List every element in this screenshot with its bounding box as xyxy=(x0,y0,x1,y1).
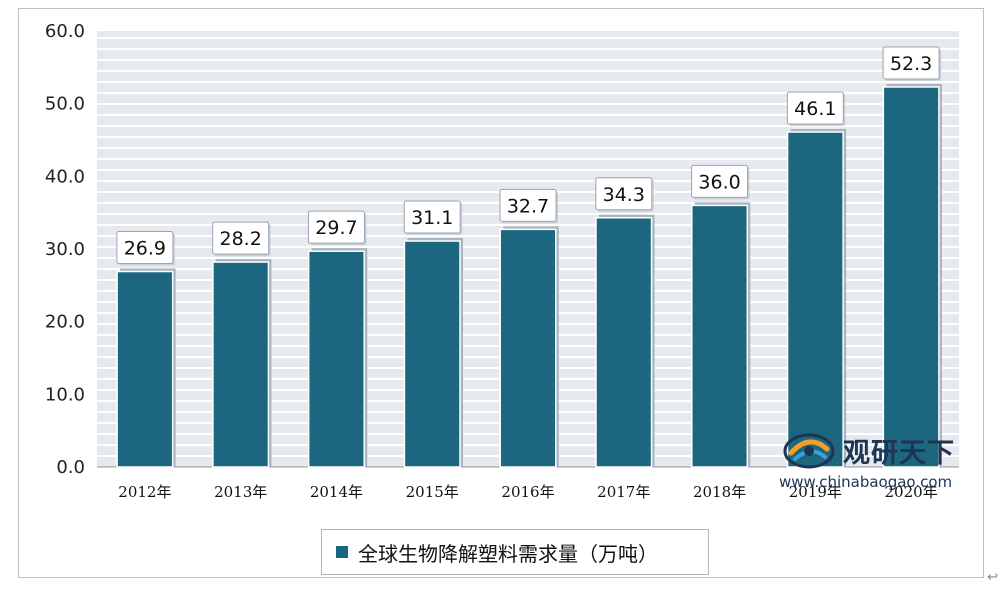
y-tick-label: 10.0 xyxy=(45,384,85,405)
return-arrow-icon: ↩ xyxy=(987,570,998,585)
data-label: 36.0 xyxy=(698,171,740,193)
y-tick-label: 0.0 xyxy=(56,457,85,478)
data-label: 31.1 xyxy=(411,207,453,229)
legend-swatch xyxy=(336,546,348,558)
bar xyxy=(499,228,557,468)
bar xyxy=(212,261,270,468)
bar xyxy=(307,250,365,468)
watermark-url: www.chinabaogao.com xyxy=(779,473,953,491)
chart-frame: 0.0 10.0 20.0 30.0 40.0 50.0 60.0 26.9 2012年 28.2… xyxy=(18,8,984,578)
x-tick-label: 2019年 xyxy=(789,483,842,501)
data-label-box xyxy=(595,177,653,211)
bar-chart: 0.0 10.0 20.0 30.0 40.0 50.0 60.0 26.9 2012年 28.2… xyxy=(45,21,959,501)
watermark-brand: 观研天下 xyxy=(843,438,955,469)
y-tick-label: 40.0 xyxy=(45,166,85,187)
data-label-box xyxy=(307,210,365,244)
data-label: 28.2 xyxy=(220,228,262,250)
bar xyxy=(595,217,653,468)
x-tick-label: 2018年 xyxy=(693,483,746,501)
watermark-logo-icon xyxy=(783,433,835,469)
legend-label: 全球生物降解塑料需求量（万吨） xyxy=(358,541,658,566)
watermark: 观研天下 www.chinabaogao.com xyxy=(777,429,987,495)
data-label: 34.3 xyxy=(603,184,645,206)
data-label: 32.7 xyxy=(507,195,549,217)
data-label: 29.7 xyxy=(315,217,357,239)
y-tick-label: 30.0 xyxy=(45,239,85,260)
bar xyxy=(882,86,940,468)
bar xyxy=(786,131,844,468)
data-label: 46.1 xyxy=(794,98,836,120)
y-tick-label: 60.0 xyxy=(45,21,85,42)
data-label-box xyxy=(212,221,270,255)
x-tick-label: 2016年 xyxy=(501,483,554,501)
y-tick-label: 50.0 xyxy=(45,94,85,115)
data-label-box xyxy=(116,231,174,265)
data-label-box xyxy=(786,91,844,125)
x-tick-label: 2020年 xyxy=(885,483,938,501)
bar xyxy=(691,204,749,468)
bar xyxy=(116,270,174,468)
x-tick-label: 2017年 xyxy=(597,483,650,501)
x-tick-label: 2014年 xyxy=(310,483,363,501)
bar xyxy=(403,240,461,468)
x-tick-label: 2015年 xyxy=(406,483,459,501)
y-tick-label: 20.0 xyxy=(45,312,85,333)
data-label-box xyxy=(882,46,940,80)
data-label-box xyxy=(499,188,557,222)
data-label-box xyxy=(403,200,461,234)
legend: 全球生物降解塑料需求量（万吨） xyxy=(321,529,709,575)
x-tick-label: 2013年 xyxy=(214,483,267,501)
data-label: 52.3 xyxy=(890,53,932,75)
x-tick-label: 2012年 xyxy=(118,483,171,501)
data-label: 26.9 xyxy=(124,238,166,260)
data-label-box xyxy=(691,164,749,198)
